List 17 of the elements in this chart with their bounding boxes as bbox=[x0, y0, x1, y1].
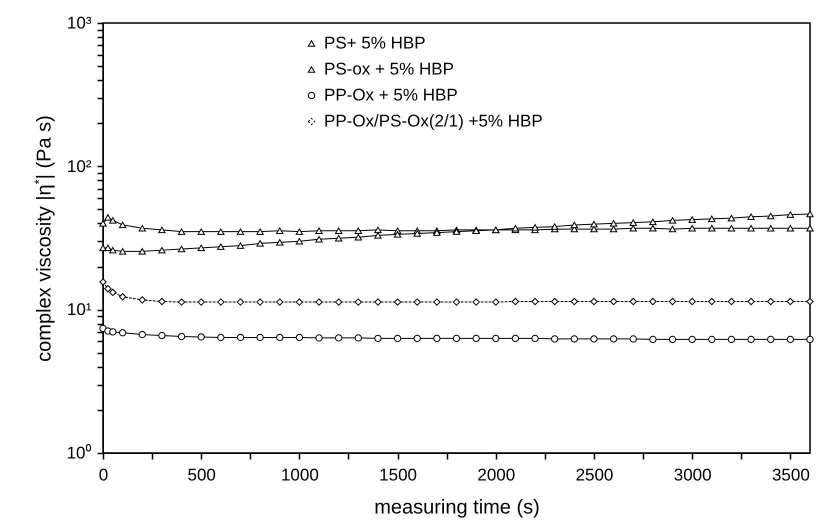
y-tick-label: 10⁰ bbox=[66, 444, 92, 462]
x-tick-label: 3500 bbox=[772, 466, 810, 484]
x-tick-label: 3000 bbox=[674, 466, 712, 484]
x-axis-title: measuring time (s) bbox=[374, 496, 540, 518]
legend-label: PS-ox + 5% HBP bbox=[324, 60, 454, 78]
y-tick-label: 10² bbox=[66, 156, 92, 176]
x-tick-label: 0 bbox=[98, 466, 108, 484]
legend-label: PP-Ox/PS-Ox(2/1) +5% HBP bbox=[324, 112, 543, 130]
y-tick-label: 10³ bbox=[66, 14, 92, 32]
x-tick-label: 2500 bbox=[576, 466, 614, 484]
legend-label: PP-Ox + 5% HBP bbox=[324, 86, 458, 104]
x-tick-label: 500 bbox=[188, 466, 216, 484]
x-tick-label: 2000 bbox=[477, 466, 516, 484]
legend-label: PS+ 5% HBP bbox=[324, 34, 426, 52]
y-tick-label: 10¹ bbox=[66, 300, 92, 320]
x-tick-label: 1500 bbox=[379, 466, 417, 484]
x-tick-label: 1000 bbox=[280, 466, 319, 484]
